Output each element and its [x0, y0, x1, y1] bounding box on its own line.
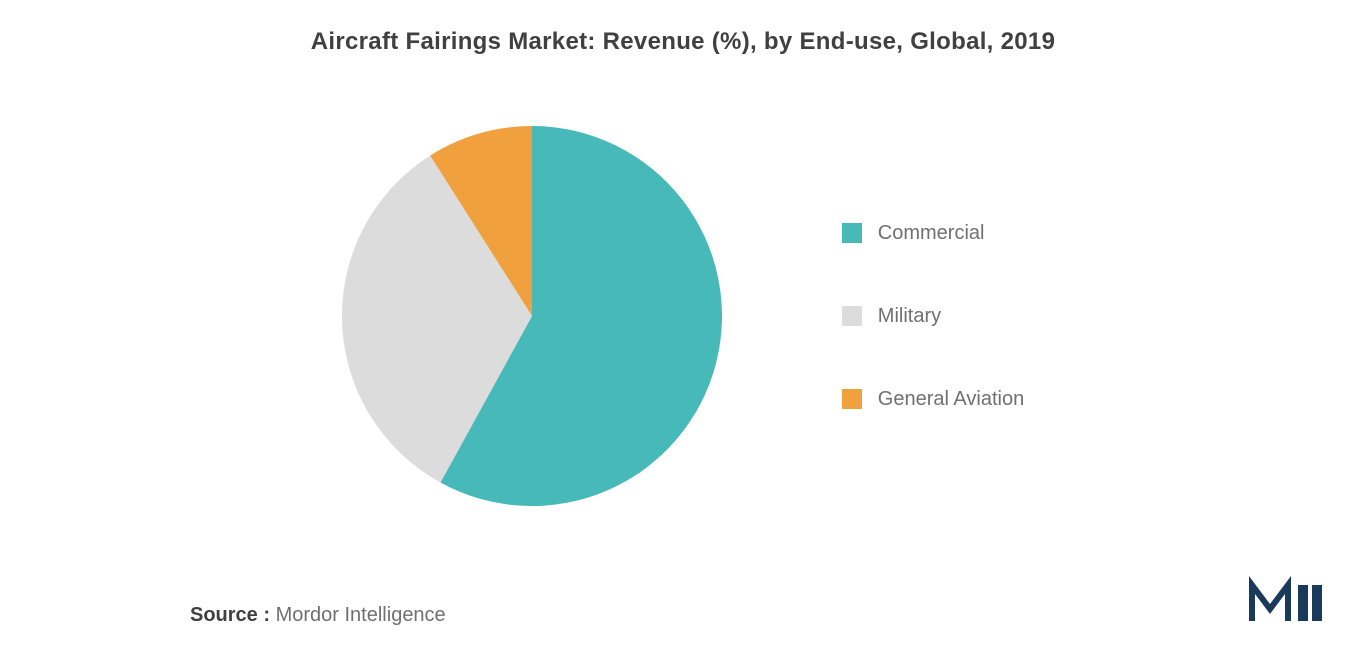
- legend-label: General Aviation: [878, 388, 1024, 411]
- logo-icon: [1246, 575, 1326, 627]
- chart-body: Commercial Military General Aviation: [40, 96, 1326, 536]
- source-attribution: Source : Mordor Intelligence: [190, 604, 446, 627]
- legend-label: Military: [878, 305, 941, 328]
- source-prefix: Source :: [190, 604, 270, 626]
- legend: Commercial Military General Aviation: [842, 222, 1024, 411]
- chart-title: Aircraft Fairings Market: Revenue (%), b…: [40, 28, 1326, 56]
- legend-swatch: [842, 389, 862, 409]
- source-name: Mordor Intelligence: [276, 604, 446, 626]
- brand-logo: [1246, 575, 1326, 627]
- pie-svg: [342, 126, 722, 506]
- legend-swatch: [842, 306, 862, 326]
- legend-item-general-aviation: General Aviation: [842, 388, 1024, 411]
- chart-container: Aircraft Fairings Market: Revenue (%), b…: [0, 0, 1366, 655]
- legend-swatch: [842, 223, 862, 243]
- pie-chart: [342, 126, 722, 506]
- legend-item-military: Military: [842, 305, 1024, 328]
- legend-item-commercial: Commercial: [842, 222, 1024, 245]
- footer: Source : Mordor Intelligence: [0, 575, 1366, 627]
- legend-label: Commercial: [878, 222, 985, 245]
